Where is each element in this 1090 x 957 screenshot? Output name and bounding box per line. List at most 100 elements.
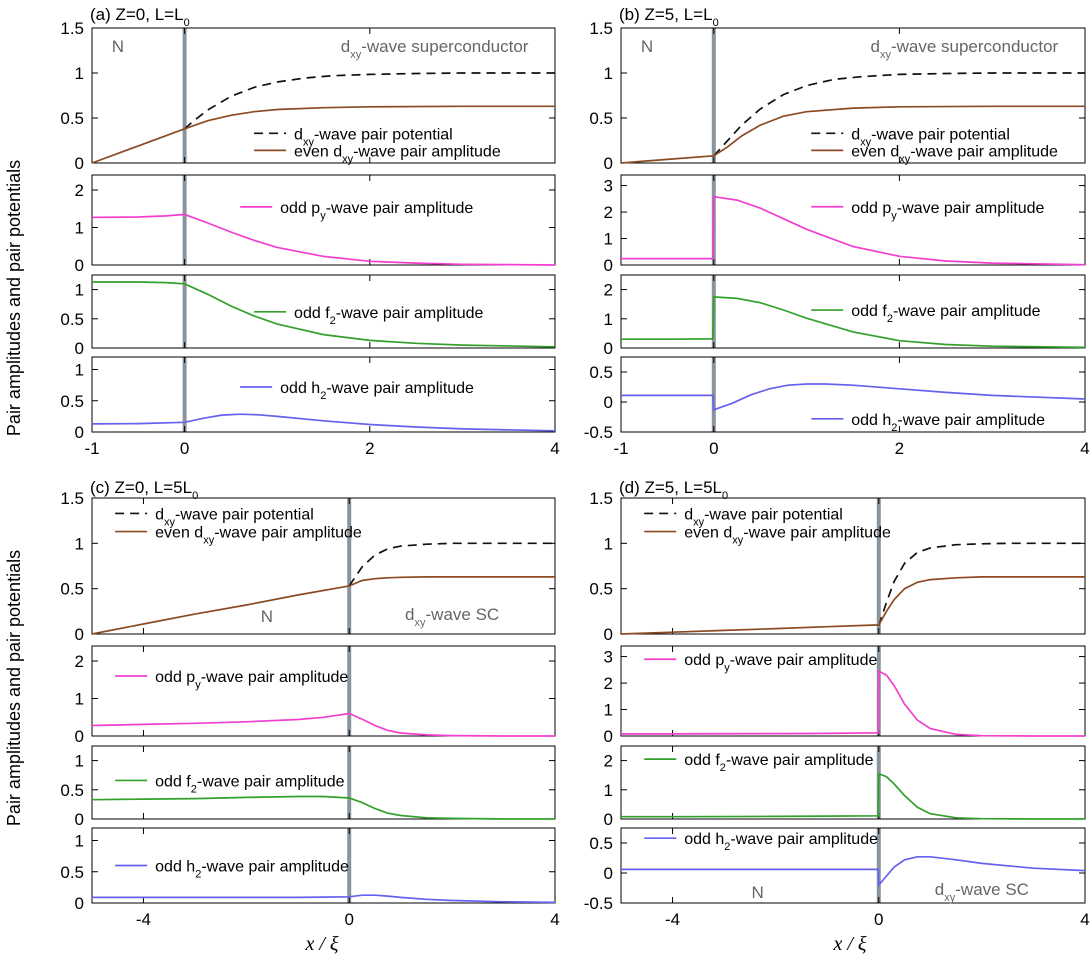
ytick-label: 0 — [75, 423, 84, 442]
figure-a: (a) Z=0, L=L0 0 0.5 1 1.5 dxy-wave pair poten… — [60, 5, 559, 458]
panel-a-3: 0 0.5 1 odd f2-wave pair amplitude — [60, 274, 556, 358]
ytick-label: 1 — [604, 64, 613, 83]
series-odd_f — [91, 795, 555, 820]
series-even_d — [91, 105, 555, 164]
ytick-label: 1.5 — [60, 489, 84, 508]
ytick-label: 1 — [75, 219, 84, 238]
series-potential — [184, 72, 555, 130]
panel-frame — [91, 827, 556, 904]
series-even_d — [620, 576, 1085, 635]
ytick-label: 0.5 — [60, 781, 84, 800]
panel-frame — [91, 745, 556, 820]
ytick-label: 0 — [75, 727, 84, 746]
ytick-label: 0.5 — [60, 580, 84, 599]
series-odd_p — [91, 712, 555, 737]
ytick-label: 1 — [604, 310, 613, 329]
ytick-label: 0.5 — [60, 863, 84, 882]
ytick-label: -0.5 — [584, 423, 613, 442]
ytick-label: 0 — [604, 864, 613, 883]
xtick-label: -4 — [665, 910, 680, 929]
ytick-label: 2 — [75, 181, 84, 200]
xtick-label: 0 — [180, 439, 189, 458]
figure-title-c: (c) Z=0, L=5L0 — [90, 478, 198, 502]
ytick-label: 3 — [604, 177, 613, 196]
xtick-label: -1 — [613, 439, 628, 458]
ytick-label: 0 — [75, 339, 84, 358]
ytick-label: 1 — [75, 690, 84, 709]
series-odd_p — [621, 195, 1086, 266]
panel-d-2: 0 1 2 3 odd py-wave pair amplitude — [604, 645, 1086, 746]
panel-c-2: 0 1 2 odd py-wave pair amplitude — [75, 645, 556, 746]
ytick-label: 1 — [75, 832, 84, 851]
ytick-label: 1 — [75, 361, 84, 380]
region-label: dxy-wave SC — [405, 605, 499, 629]
legend-label-potential: dxy-wave pair potential — [851, 126, 1010, 148]
figure-b: (b) Z=5, L=L0 0 0.5 1 1.5 dxy-wave pair poten… — [584, 5, 1090, 458]
ytick-label: 0 — [604, 256, 613, 275]
ytick-label: 2 — [604, 674, 613, 693]
legend-label-odd_h: odd h2-wave pair amplitude — [851, 412, 1045, 434]
ytick-label: 0 — [604, 625, 613, 644]
ytick-label: 2 — [604, 281, 613, 300]
xtick-label: 4 — [550, 910, 559, 929]
ytick-label: 1 — [75, 64, 84, 83]
panel-frame — [91, 497, 556, 635]
ytick-label: 1 — [604, 230, 613, 249]
panel-frame — [620, 827, 1086, 904]
xtick-label: 0 — [344, 910, 353, 929]
legend-label-even_d: even dxy-wave pair amplitude — [684, 525, 891, 547]
series-odd_f — [621, 772, 1085, 820]
panel-a-2: 0 1 2 odd py-wave pair amplitude — [75, 174, 556, 275]
legend-label-even_d: even dxy-wave pair amplitude — [851, 143, 1058, 165]
xtick-label: 4 — [550, 439, 559, 458]
panel-c-3: 0 0.5 1 odd f2-wave pair amplitude — [60, 745, 556, 829]
legend-label-odd_p: odd py-wave pair amplitude — [684, 652, 877, 674]
ytick-label: 0.5 — [589, 109, 613, 128]
panel-b-4: -0.5 0 0.5 -1 0 2 4 odd h2-wave pair amplitude — [584, 356, 1090, 458]
series-odd_h — [621, 383, 1086, 411]
ylabel-top: Pair amplitudes and pair potentials — [4, 160, 24, 436]
series-odd_h — [621, 855, 1086, 888]
series-odd_p — [621, 669, 1085, 737]
series-potential — [713, 72, 1085, 157]
ytick-label: 0.5 — [589, 834, 613, 853]
ytick-label: -0.5 — [584, 894, 613, 913]
ytick-label: 0 — [75, 256, 84, 275]
legend-label-odd_h: odd h2-wave pair amplitude — [155, 859, 349, 881]
panel-d-4: -0.5 0 0.5 -4 0 4 odd h2-wave pair amplitude N d… — [584, 827, 1090, 929]
ytick-label: 0 — [604, 727, 613, 746]
ytick-label: 0 — [604, 810, 613, 829]
legend-label-odd_p: odd py-wave pair amplitude — [851, 200, 1044, 222]
panel-frame — [91, 274, 556, 349]
region-label: dxy-wave superconductor — [341, 37, 529, 61]
legend-label-potential: dxy-wave pair potential — [684, 506, 843, 528]
series-odd_f — [621, 295, 1086, 349]
region-label: dxy-wave superconductor — [870, 37, 1058, 61]
panel-frame — [620, 745, 1086, 820]
figure-title-b: (b) Z=5, L=L0 — [619, 5, 719, 29]
figure-d: (d) Z=5, L=5L0 0 0.5 1 1.5 dxy-wave pair pote… — [584, 478, 1090, 929]
ytick-label: 1.5 — [60, 19, 84, 38]
ytick-label: 1 — [604, 781, 613, 800]
ytick-label: 0 — [604, 393, 613, 412]
ytick-label: 1 — [604, 534, 613, 553]
series-even_d — [620, 105, 1085, 164]
ytick-label: 0.5 — [60, 392, 84, 411]
ytick-label: 3 — [604, 648, 613, 667]
series-odd_h — [92, 894, 556, 904]
panel-frame — [620, 356, 1086, 433]
legend-label-odd_f: odd f2-wave pair amplitude — [851, 303, 1040, 325]
xtick-label: 2 — [895, 439, 904, 458]
panel-c-4: 0 0.5 1 -4 0 4 odd h2-wave pair amplitude — [60, 827, 560, 929]
region-label: N — [112, 37, 124, 56]
ytick-label: 1 — [75, 281, 84, 300]
ytick-label: 1.5 — [589, 19, 613, 38]
panel-frame — [91, 174, 556, 266]
ytick-label: 0 — [75, 894, 84, 913]
series-odd_f — [92, 281, 556, 348]
region-label: N — [261, 607, 273, 626]
